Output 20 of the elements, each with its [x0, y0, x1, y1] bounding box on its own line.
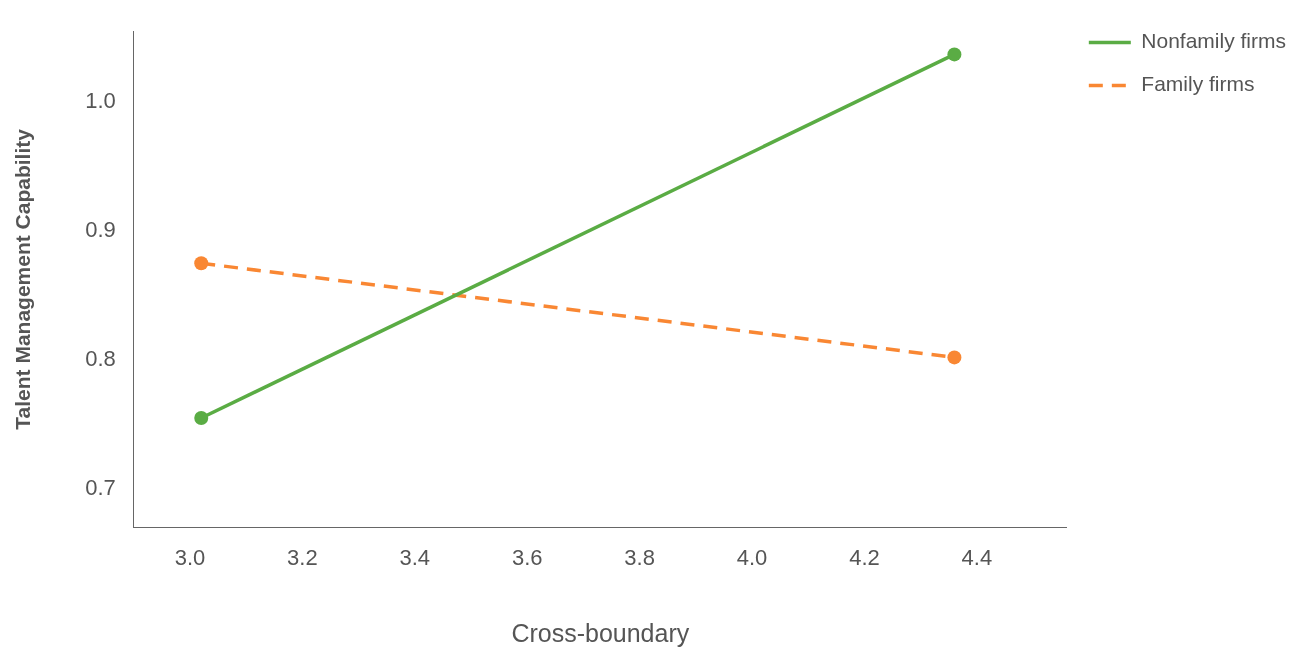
x-tick-label: 4.2	[849, 544, 880, 570]
x-tick-label: 3.8	[624, 544, 655, 570]
y-tick-label: 1.0	[85, 88, 116, 114]
y-tick-label: 0.9	[85, 217, 116, 243]
x-axis-title: Cross-boundary	[511, 618, 690, 647]
x-tick-label: 3.6	[511, 544, 543, 570]
point	[947, 47, 962, 62]
x-tick-label: 3.0	[174, 544, 206, 570]
y-tick-label: 0.7	[85, 474, 116, 500]
y-tick-label: 0.8	[85, 346, 116, 372]
point	[194, 411, 209, 426]
x-tick-label: 3.2	[287, 544, 318, 570]
x-tick-label: 4.0	[736, 544, 768, 570]
x-tick-label: 3.4	[399, 544, 431, 570]
legend-label: Family firms	[1141, 72, 1255, 96]
x-tick-label: 4.4	[961, 544, 993, 570]
point	[947, 350, 962, 365]
y-axis-title: Talent Management Capability	[11, 128, 35, 430]
point	[194, 256, 209, 271]
legend-label: Nonfamily firms	[1141, 29, 1286, 53]
